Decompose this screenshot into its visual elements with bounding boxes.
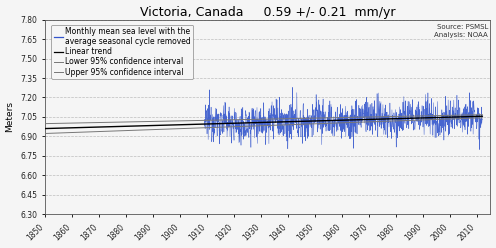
Title: Victoria, Canada     0.59 +/- 0.21  mm/yr: Victoria, Canada 0.59 +/- 0.21 mm/yr [140,5,396,19]
Y-axis label: Meters: Meters [5,101,14,132]
Legend: Monthly mean sea level with the
average seasonal cycle removed, Linear trend, Lo: Monthly mean sea level with the average … [52,25,193,79]
Text: Source: PSMSL
Analysis: NOAA: Source: PSMSL Analysis: NOAA [434,24,488,38]
